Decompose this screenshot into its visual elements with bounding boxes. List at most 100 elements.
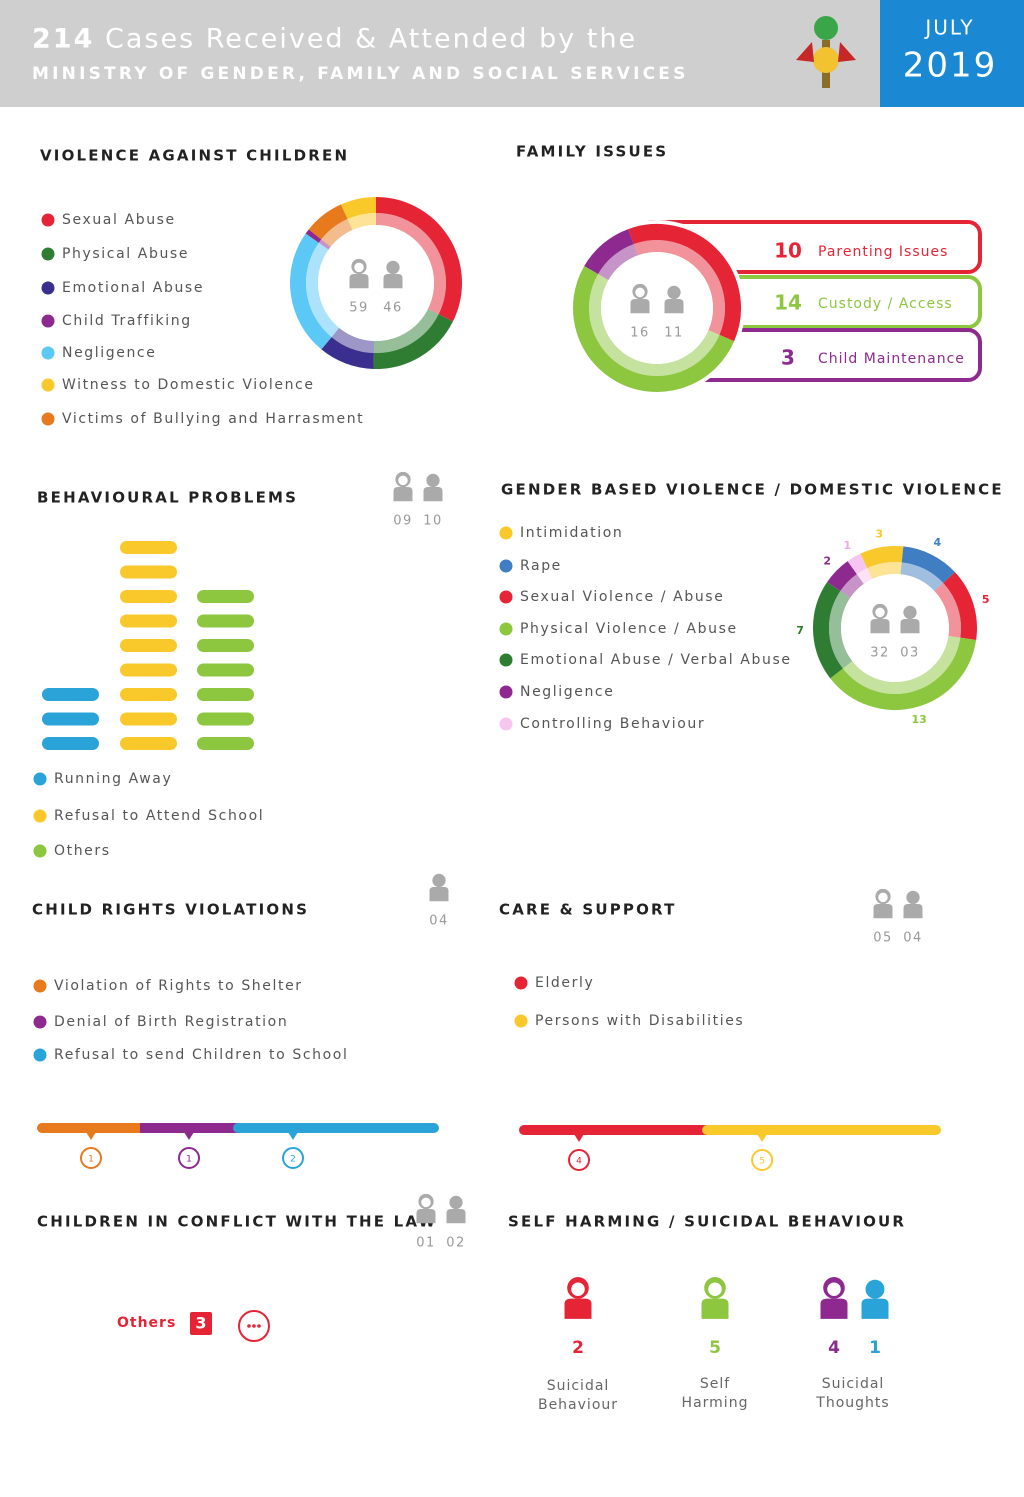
pill	[42, 712, 99, 726]
pill	[197, 712, 254, 726]
legend-dot	[33, 772, 47, 786]
pill-stack	[42, 688, 99, 750]
donut-value: 3	[875, 527, 883, 540]
girl-icon	[630, 283, 650, 314]
harm-label: Suicidal Thoughts	[815, 1376, 889, 1411]
legend-label: Negligence	[520, 684, 614, 700]
header-month: JULY	[923, 16, 974, 40]
body	[429, 887, 449, 902]
ring-value: 5	[759, 1157, 765, 1167]
donut-value: 4	[933, 536, 941, 549]
girl-icon	[349, 258, 369, 289]
body	[564, 1298, 592, 1319]
pill	[42, 688, 99, 701]
donut-segment	[373, 314, 453, 369]
other-label: Others	[117, 1315, 176, 1331]
more-dot	[247, 1324, 251, 1328]
boys-count: 04	[903, 931, 923, 946]
boy-icon	[383, 260, 403, 289]
body	[873, 904, 893, 919]
pointer	[574, 1134, 584, 1142]
harm-value: 1	[869, 1338, 881, 1358]
section-title: CHILDREN IN CONFLICT WITH THE LAW	[37, 1213, 437, 1231]
legend-dot	[33, 979, 47, 993]
pointer	[184, 1132, 194, 1140]
legend-label: Physical Violence / Abuse	[520, 621, 738, 637]
legend-dot	[41, 378, 55, 392]
legend-dot	[499, 653, 513, 667]
legend-label: Controlling Behaviour	[520, 716, 705, 732]
body	[903, 904, 923, 919]
legend-dot	[514, 976, 528, 990]
head	[432, 873, 446, 888]
legend-label: Others	[54, 843, 111, 859]
donut-shade	[840, 574, 865, 598]
head	[876, 890, 890, 905]
pill	[197, 639, 254, 652]
legend-label: Physical Abuse	[62, 246, 189, 262]
body	[423, 487, 443, 502]
donut-shade	[375, 213, 446, 315]
girls-count: 09	[393, 514, 413, 529]
boys-count: 02	[446, 1236, 466, 1251]
boy-icon	[423, 473, 443, 502]
donut-shade	[589, 274, 720, 376]
pill	[120, 590, 177, 603]
donut-segment	[305, 229, 322, 243]
legend-dot	[41, 281, 55, 295]
legend-dot	[33, 1048, 47, 1062]
donut-segment	[573, 266, 735, 392]
section-title: SELF HARMING / SUICIDAL BEHAVIOUR	[508, 1213, 906, 1231]
header-band	[0, 0, 880, 107]
girl-icon	[416, 1193, 436, 1224]
harm-value: 4	[828, 1338, 840, 1358]
pointer	[86, 1132, 96, 1140]
body	[664, 299, 684, 314]
girls-count: 05	[873, 931, 893, 946]
boy-icon	[861, 1279, 889, 1319]
donut-center	[841, 574, 949, 682]
boy-icon	[900, 605, 920, 634]
legend-dot	[33, 809, 47, 823]
donut-shade	[331, 327, 375, 353]
boys-count: 11	[664, 326, 684, 341]
donut-segment	[943, 572, 977, 641]
other-value: 3	[195, 1314, 206, 1333]
donut-shade	[373, 308, 439, 353]
ring-value: 1	[186, 1155, 192, 1165]
pill	[197, 688, 254, 701]
boys-count: 46	[383, 301, 403, 316]
head	[865, 1279, 885, 1299]
legend-label: Emotional Abuse / Verbal Abuse	[520, 652, 792, 668]
girls-count: 01	[416, 1236, 436, 1251]
value-ring	[178, 1147, 200, 1169]
donut-segment	[290, 233, 332, 350]
boy-icon	[446, 1195, 466, 1224]
donut-shade	[321, 219, 353, 248]
legend-label: Refusal to Attend School	[54, 808, 264, 824]
pill	[197, 590, 254, 603]
legend-label: Elderly	[535, 975, 594, 991]
section-title: CHILD RIGHTS VIOLATIONS	[32, 901, 309, 919]
legend-dot	[499, 590, 513, 604]
value-ring	[80, 1147, 102, 1169]
legend-label: Victims of Bullying and Harrasment	[62, 411, 364, 427]
pill	[197, 737, 254, 750]
donut-segment	[813, 581, 844, 679]
donut-shade	[347, 213, 377, 231]
body	[349, 274, 369, 289]
issue-label: Parenting Issues	[818, 244, 948, 260]
legend-dot	[499, 526, 513, 540]
legend-label: Sexual Violence / Abuse	[520, 589, 724, 605]
donut-center	[318, 225, 434, 341]
ring-value: 1	[88, 1155, 94, 1165]
pill	[42, 737, 99, 750]
harm-value: 2	[572, 1338, 584, 1358]
donut-shade	[842, 635, 961, 694]
donut-shade	[900, 562, 944, 592]
donut-segment	[308, 204, 348, 240]
body	[701, 1298, 729, 1319]
legend-label: Refusal to send Children to School	[54, 1047, 348, 1063]
head	[396, 473, 410, 488]
